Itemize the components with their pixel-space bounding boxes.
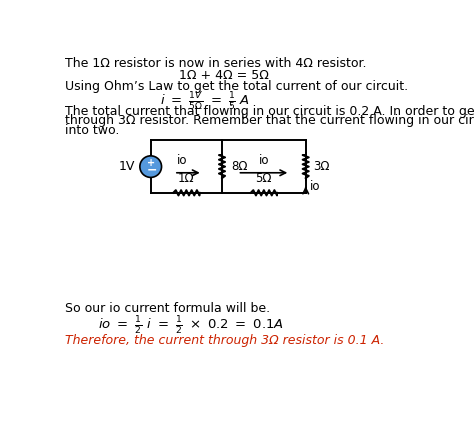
- Text: $io\ =\ \frac{1}{2}\ i\ =\ \frac{1}{2}\ \times\ 0.2\ =\ 0.1A$: $io\ =\ \frac{1}{2}\ i\ =\ \frac{1}{2}\ …: [98, 314, 284, 337]
- Text: 3Ω: 3Ω: [313, 160, 330, 173]
- Text: into two.: into two.: [65, 124, 120, 136]
- Text: io: io: [310, 180, 321, 193]
- Text: io: io: [259, 154, 269, 167]
- Text: −: −: [146, 164, 157, 177]
- Text: 8Ω: 8Ω: [231, 160, 248, 173]
- Text: The total current that flowing in our circuit is 0.2 A. In order to get the curr: The total current that flowing in our ci…: [65, 105, 474, 118]
- Circle shape: [140, 156, 162, 177]
- Text: Therefore, the current through 3Ω resistor is 0.1 A.: Therefore, the current through 3Ω resist…: [65, 334, 385, 348]
- Text: 1Ω + 4Ω = 5Ω: 1Ω + 4Ω = 5Ω: [179, 69, 269, 82]
- Text: 1Ω: 1Ω: [178, 172, 195, 185]
- Text: 5Ω: 5Ω: [255, 172, 272, 185]
- Text: 1V: 1V: [119, 160, 135, 173]
- Text: Using Ohm’s Law to get the total current of our circuit.: Using Ohm’s Law to get the total current…: [65, 81, 409, 93]
- Text: through 3Ω resistor. Remember that the current flowing in our circuit is divided: through 3Ω resistor. Remember that the c…: [65, 114, 474, 127]
- Text: $i\ =\ \frac{1V}{5\Omega}\ =\ \frac{1}{5}\ A$: $i\ =\ \frac{1V}{5\Omega}\ =\ \frac{1}{5…: [160, 91, 250, 113]
- Text: +: +: [147, 158, 155, 168]
- Text: The 1Ω resistor is now in series with 4Ω resistor.: The 1Ω resistor is now in series with 4Ω…: [65, 57, 367, 70]
- Text: So our io current formula will be.: So our io current formula will be.: [65, 302, 271, 315]
- Text: io: io: [177, 154, 188, 167]
